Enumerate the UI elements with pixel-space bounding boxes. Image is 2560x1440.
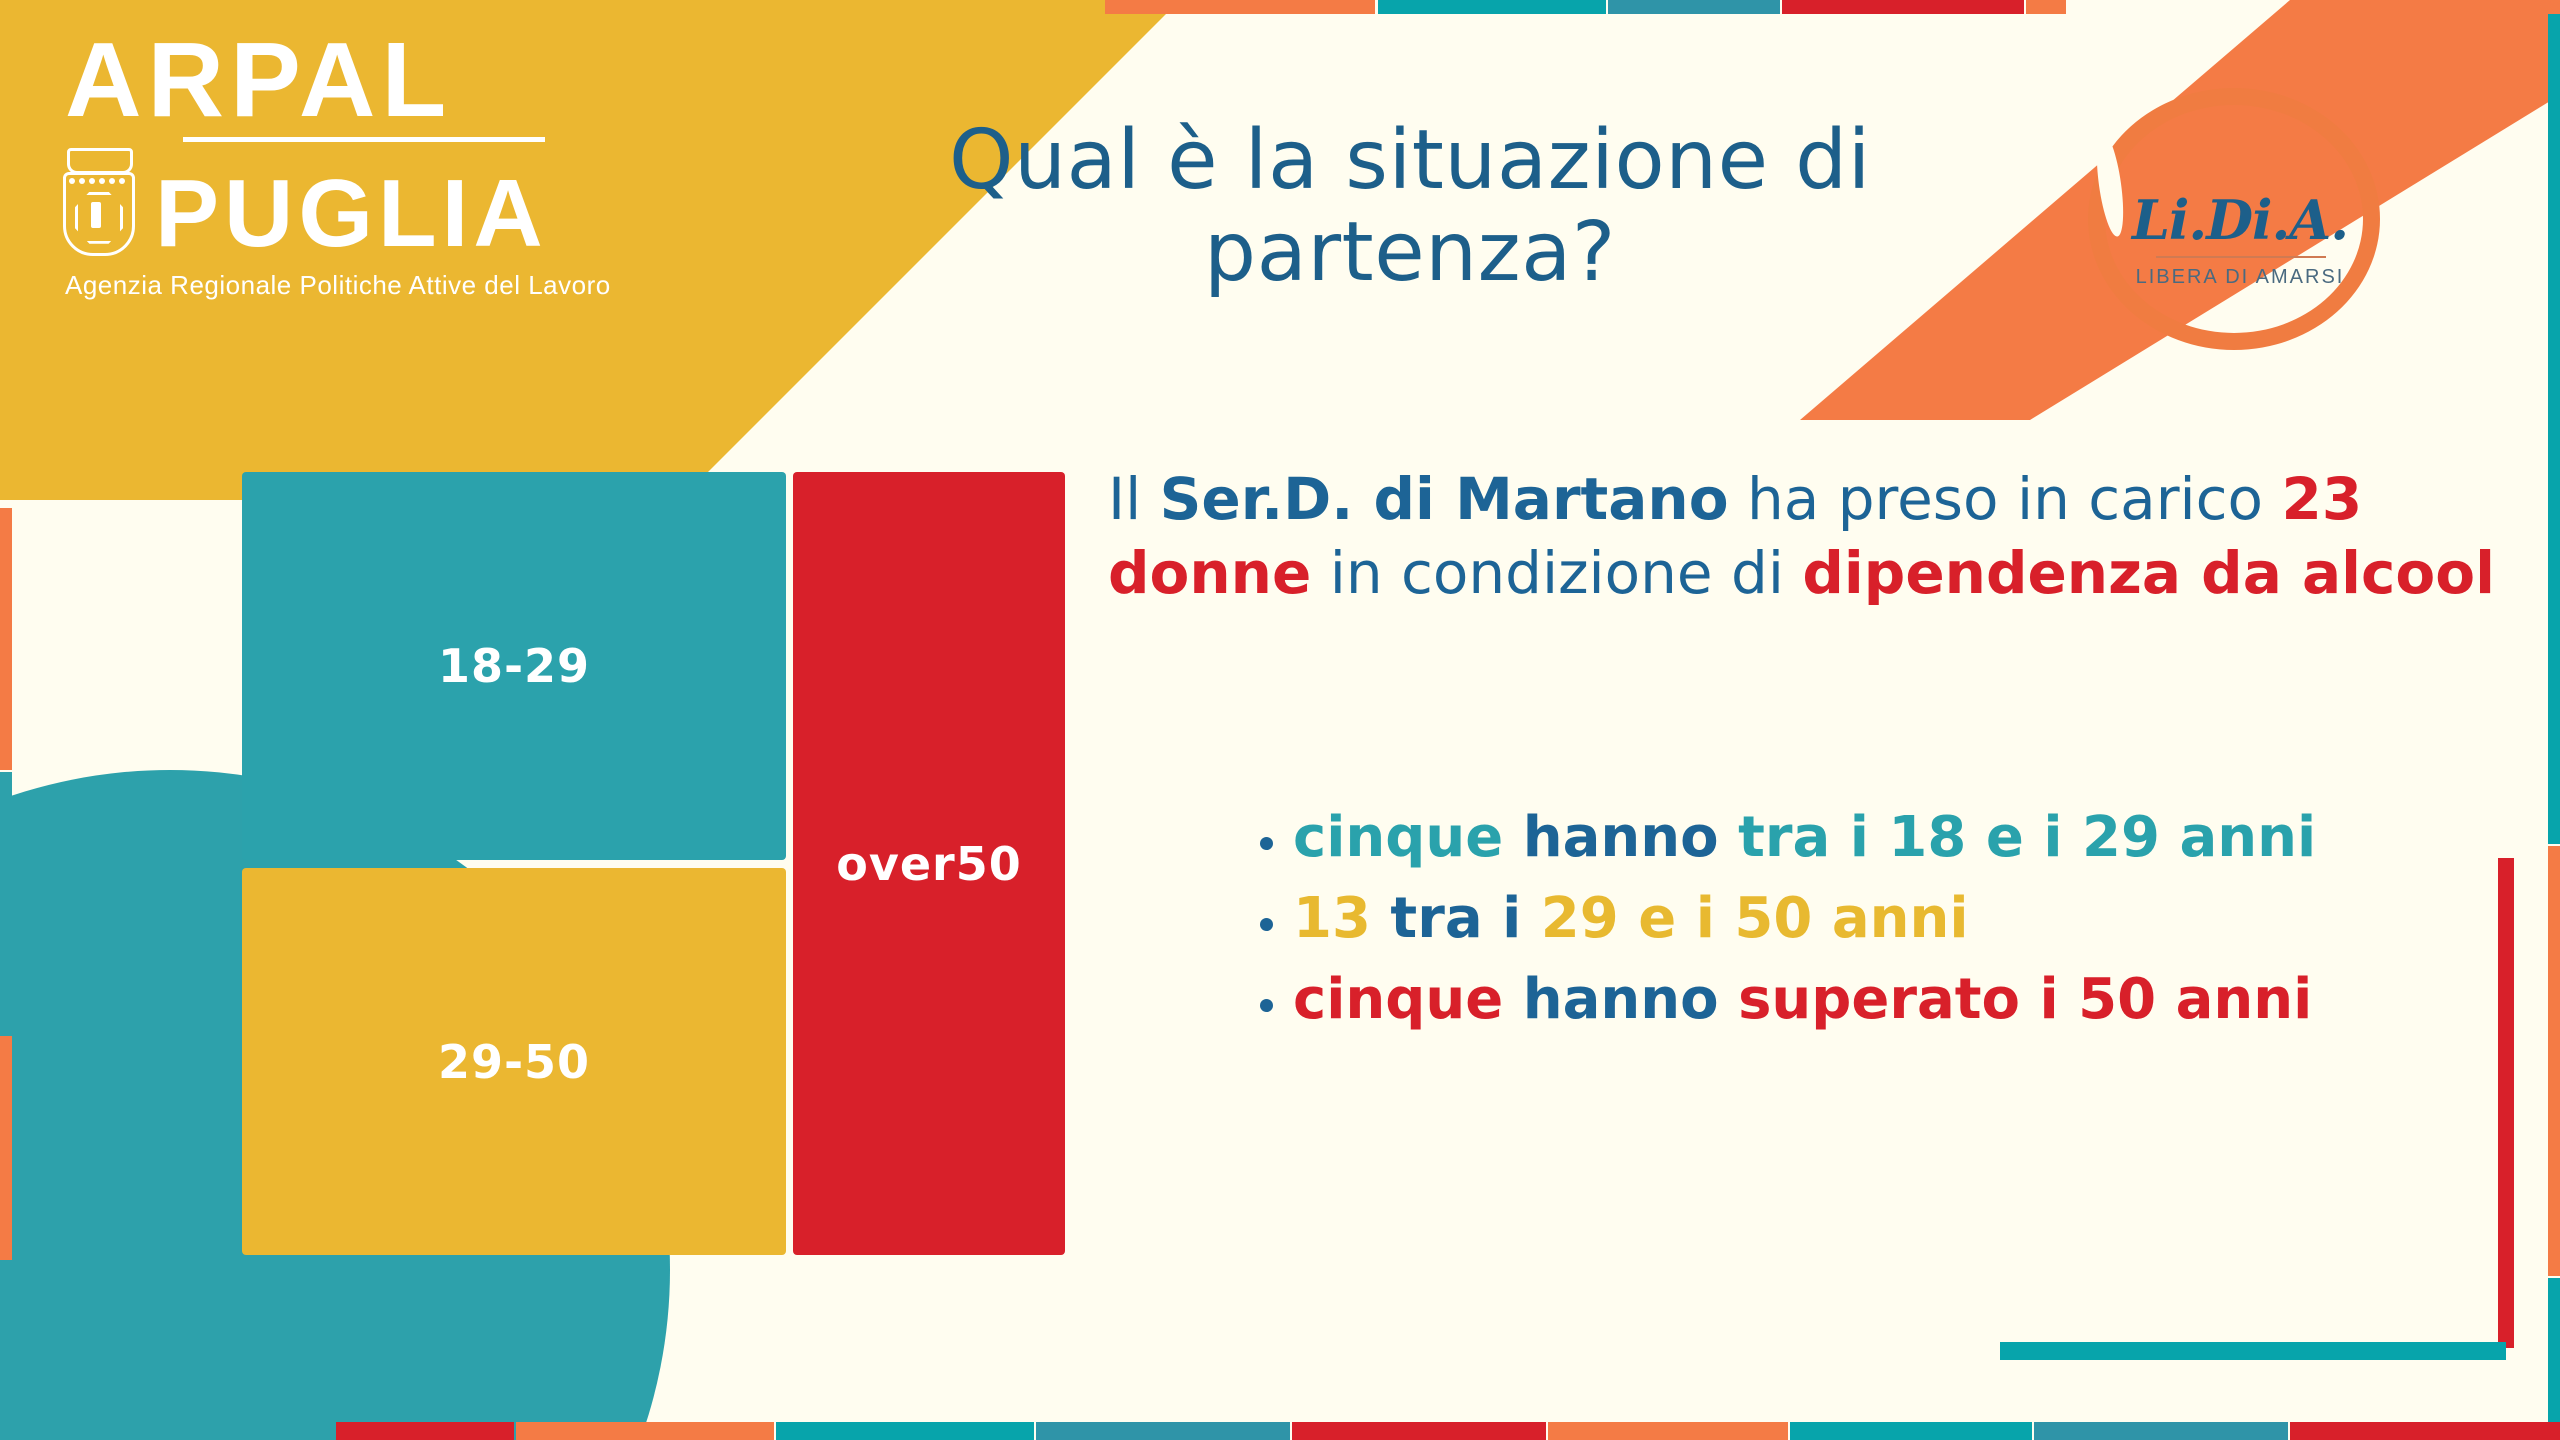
text-run: cinque (1293, 967, 1504, 1033)
left-edge-segment (0, 772, 12, 1034)
list-item: cinque hanno superato i 50 anni (1293, 962, 2525, 1037)
list-item: cinque hanno tra i 18 e i 29 anni (1293, 800, 2525, 875)
lidia-logo-subtitle: LIBERA DI AMARSI (2135, 266, 2345, 288)
summary-paragraph: Il Ser.D. di Martano ha preso in carico … (1108, 462, 2518, 610)
top-edge-segment (2026, 0, 2066, 14)
arpal-logo-divider (183, 136, 545, 142)
arpal-puglia-logo: ARPAL PUGLIA Agenzia Regionale Politiche… (55, 21, 611, 301)
lidia-logo-divider (2156, 256, 2326, 258)
text-run: tra i 18 e i 29 anni (1738, 805, 2317, 870)
red-vertical-accent-bar (2498, 858, 2514, 1348)
puglia-crest-icon (55, 146, 141, 258)
lidia-logo: Li.Di.A. LIBERA DI AMARSI (2070, 80, 2410, 360)
text-run: 29 e i 50 anni (1540, 886, 1969, 952)
lidia-logo-script: Li.Di.A. (2131, 188, 2349, 252)
treemap-block-18-29[interactable]: 18-29 (242, 472, 786, 860)
treemap-block-label: 18-29 (437, 639, 591, 693)
arpal-logo-second-row: PUGLIA (55, 146, 575, 268)
arpal-logo-tagline: Agenzia Regionale Politiche Attive del L… (65, 269, 611, 300)
text-run: 13 (1293, 886, 1371, 952)
bullet-list: cinque hanno tra i 18 e i 29 anni13 tra … (1235, 800, 2525, 1037)
olive-tree-icon (91, 201, 101, 228)
text-run: tra i (1370, 886, 1541, 952)
treemap-block-label: 29-50 (437, 1034, 591, 1089)
arpal-logo-wordmark: ARPAL (65, 21, 453, 139)
text-run: ha preso in carico (1728, 465, 2282, 533)
treemap-block-29-50[interactable]: 29-50 (242, 868, 786, 1255)
left-edge-segment (0, 508, 12, 770)
shield-icon (63, 171, 135, 256)
text-run: hanno (1503, 967, 1739, 1033)
top-edge-segment (1608, 0, 1780, 14)
bottom-edge-segment (336, 1422, 514, 1440)
bottom-edge-segment (1548, 1422, 1788, 1440)
octagon-icon (75, 191, 123, 244)
list-item: 13 tra i 29 e i 50 anni (1293, 881, 2525, 956)
crest-dots-icon (69, 177, 125, 184)
puglia-logo-wordmark: PUGLIA (155, 160, 548, 268)
teal-horizontal-accent-bar (2000, 1342, 2506, 1360)
bottom-edge-segment (776, 1422, 1034, 1440)
right-edge-segment (2548, 1278, 2560, 1422)
right-edge-segment (2548, 846, 2560, 1276)
right-edge-segment (2548, 14, 2560, 844)
treemap-block-over50[interactable]: over50 (793, 472, 1065, 1255)
text-run: in condizione di (1311, 539, 1803, 608)
text-run: Il (1108, 465, 1160, 533)
bottom-edge-segment (1292, 1422, 1546, 1440)
text-run: 23 donne (1108, 465, 2363, 608)
page-title: Qual è la situazione di partenza? (949, 113, 1871, 300)
top-edge-segment (1782, 0, 2024, 14)
text-run: cinque (1293, 805, 1504, 870)
text-run: Ser.D. di Martano (1159, 465, 1729, 533)
left-edge-segment (0, 1036, 12, 1260)
treemap-block-label: over50 (836, 836, 1022, 891)
top-edge-segment (1378, 0, 1606, 14)
bottom-edge-segment (2290, 1422, 2560, 1440)
text-run: superato i 50 anni (1738, 967, 2313, 1033)
text-run: dipendenza da alcool (1802, 539, 2496, 608)
text-run: hanno (1503, 805, 1739, 870)
top-edge-segment (1105, 0, 1375, 14)
crown-icon (67, 147, 133, 174)
bottom-edge-segment (1790, 1422, 2032, 1440)
age-breakdown-list: cinque hanno tra i 18 e i 29 anni13 tra … (1235, 800, 2525, 1043)
bottom-edge-segment (2034, 1422, 2288, 1440)
bottom-edge-segment (516, 1422, 774, 1440)
bottom-edge-segment (1036, 1422, 1290, 1440)
